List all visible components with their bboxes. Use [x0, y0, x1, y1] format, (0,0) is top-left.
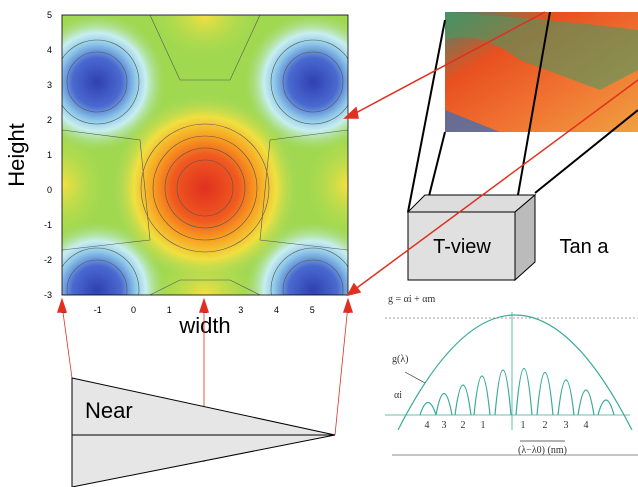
spectrum-tick-label: 3 [442, 420, 447, 431]
y-tick-label: 2 [47, 115, 52, 125]
x-tick-label: 3 [238, 305, 243, 315]
curve-label: g(λ) [392, 354, 409, 365]
x-label: width [178, 313, 230, 338]
box-label: T-view [433, 236, 491, 258]
near-triangle [72, 378, 335, 487]
spectrum-plot [385, 312, 638, 455]
y-tick-label: 4 [47, 45, 52, 55]
y-tick-label: -3 [44, 290, 52, 300]
equation: g = αi + αm [388, 294, 436, 305]
y-label: Height [4, 123, 29, 187]
x-tick-label: 4 [274, 305, 279, 315]
y-tick-label: 1 [47, 150, 52, 160]
y-tick-label: -2 [44, 255, 52, 265]
spectrum-tick-label: 4 [584, 420, 589, 431]
y-tick-label: 3 [47, 80, 52, 90]
spectrum-tick-label: 3 [564, 420, 569, 431]
level-label: αi [394, 390, 402, 401]
near-label: Near [85, 398, 133, 423]
spectrum-tick-label: 1 [481, 420, 486, 431]
spectrum-tick-label: 2 [461, 420, 466, 431]
x-tick-label: 0 [131, 305, 136, 315]
x-tick-label: 1 [167, 305, 172, 315]
y-tick-label: -1 [44, 220, 52, 230]
spectrum-axis-label: (λ−λ0) (nm) [518, 445, 567, 456]
spectrum-tick-label: 1 [521, 420, 526, 431]
y-tick-label: 0 [47, 185, 52, 195]
satellite-image [445, 12, 638, 132]
x-tick-label: -1 [94, 305, 102, 315]
x-tick-label: 5 [310, 305, 315, 315]
y-tick-label: 5 [47, 10, 52, 20]
side-label: Tan a [560, 236, 610, 258]
slide: -2-10123456543210-1-2-3 Height width T-v… [0, 0, 638, 487]
spectrum-tick-label: 4 [425, 420, 430, 431]
spectrum-tick-label: 2 [543, 420, 548, 431]
